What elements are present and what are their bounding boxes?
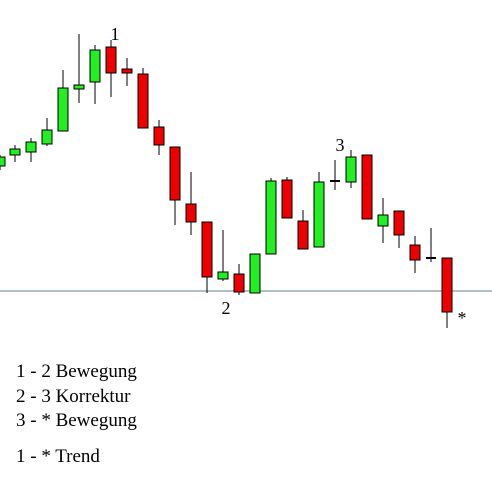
- candle-body: [9, 148, 21, 156]
- legend-line: 3 - * Bewegung: [16, 410, 137, 431]
- point-label: 1: [111, 24, 120, 44]
- candle-body: [105, 46, 117, 74]
- candle-body: [377, 214, 389, 227]
- candle-body: [121, 68, 133, 74]
- candle-body: [217, 271, 229, 280]
- candle-body: [233, 273, 245, 293]
- point-label: 2: [222, 298, 231, 318]
- point-label: 3: [336, 135, 345, 155]
- candle-body: [297, 220, 309, 250]
- candle-body: [345, 156, 357, 183]
- candle-body: [0, 156, 6, 167]
- candle-body: [361, 154, 373, 220]
- candles: [0, 34, 453, 328]
- candle-body: [41, 129, 53, 145]
- legend-line: 1 - * Trend: [16, 446, 100, 467]
- candle-body: [409, 244, 421, 261]
- candle-body: [441, 257, 453, 313]
- candle-body: [313, 181, 325, 248]
- candle-body: [281, 179, 293, 219]
- candle-body: [137, 73, 149, 129]
- legend-line: 1 - 2 Bewegung: [16, 361, 137, 382]
- point-label: *: [458, 308, 467, 328]
- candle-body: [185, 203, 197, 223]
- candle-body: [265, 180, 277, 255]
- candle-body: [249, 253, 261, 294]
- candle-body: [89, 49, 101, 83]
- candle-body: [169, 146, 181, 201]
- candle-body: [73, 84, 85, 90]
- candle-body: [153, 126, 165, 146]
- candle-body: [57, 87, 69, 132]
- legend-line: 2 - 3 Korrektur: [16, 386, 131, 407]
- candle-body: [393, 210, 405, 236]
- candle-body: [201, 221, 213, 278]
- candle-body: [25, 141, 37, 153]
